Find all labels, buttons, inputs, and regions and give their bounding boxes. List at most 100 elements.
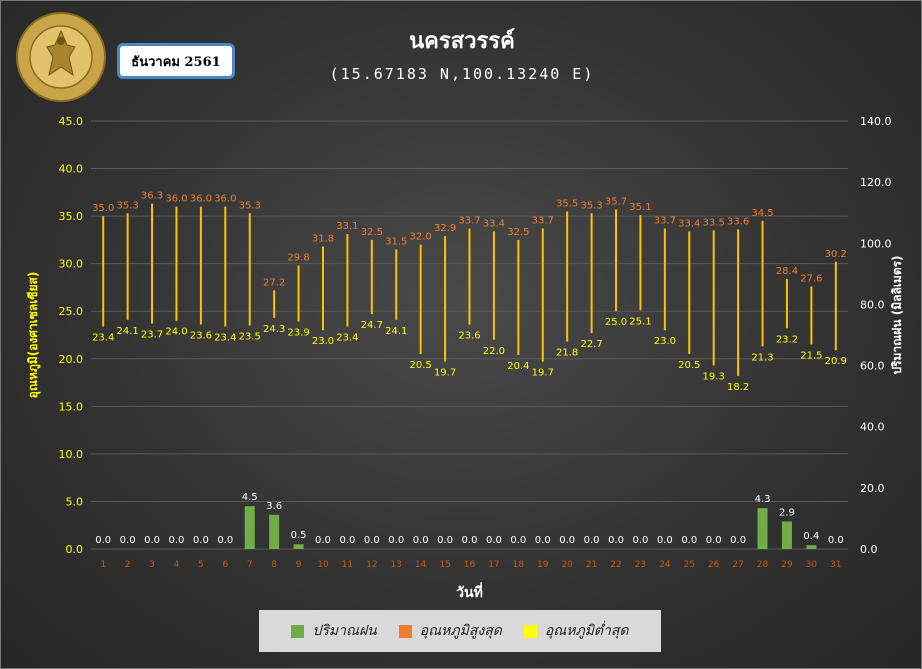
max-temp-data-label: 35.0 — [92, 203, 114, 214]
min-temp-data-label: 18.2 — [727, 382, 749, 393]
x-tick-label: 18 — [513, 560, 525, 570]
min-temp-data-label: 20.4 — [507, 361, 529, 372]
legend-swatch-min — [523, 624, 537, 638]
min-temp-data-label: 21.8 — [556, 348, 578, 359]
y-right-tick-label: 40.0 — [860, 421, 885, 434]
min-temp-data-label: 23.6 — [458, 331, 480, 342]
min-temp-data-label: 24.1 — [116, 326, 138, 337]
rain-data-label: 0.0 — [486, 535, 502, 546]
rain-data-label: 0.0 — [144, 535, 160, 546]
x-tick-label: 29 — [781, 560, 793, 570]
max-temp-data-label: 31.5 — [385, 236, 407, 247]
rain-data-label: 4.3 — [755, 494, 771, 505]
rain-data-label: 0.4 — [803, 531, 819, 542]
min-temp-data-label: 23.2 — [776, 334, 798, 345]
max-temp-data-label: 35.5 — [556, 198, 578, 209]
y-left-tick-label: 0.0 — [66, 543, 84, 556]
min-temp-data-label: 23.7 — [141, 330, 163, 341]
y-right-tick-label: 140.0 — [860, 115, 892, 128]
rain-data-label: 0.0 — [657, 535, 673, 546]
y-left-tick-label: 5.0 — [66, 495, 84, 508]
min-temp-data-label: 23.6 — [190, 331, 212, 342]
min-temp-data-label: 24.1 — [385, 326, 407, 337]
max-temp-data-label: 33.1 — [336, 221, 358, 232]
rain-data-label: 4.5 — [242, 492, 258, 503]
y-left-tick-label: 30.0 — [59, 258, 84, 271]
x-tick-label: 28 — [757, 560, 769, 570]
legend-swatch-rain — [291, 624, 305, 638]
rain-data-label: 0.0 — [364, 535, 380, 546]
x-tick-label: 9 — [296, 560, 302, 570]
x-tick-label: 21 — [586, 560, 597, 570]
max-temp-data-label: 32.5 — [361, 227, 383, 238]
max-temp-data-label: 35.1 — [629, 202, 651, 213]
min-temp-data-label: 23.0 — [312, 336, 334, 347]
x-tick-label: 10 — [317, 560, 329, 570]
max-temp-data-label: 34.5 — [751, 208, 773, 219]
min-temp-data-label: 22.7 — [580, 339, 602, 350]
max-temp-data-label: 33.6 — [727, 216, 749, 227]
min-temp-data-label: 21.5 — [800, 351, 822, 362]
x-tick-label: 3 — [149, 560, 155, 570]
min-temp-data-label: 25.0 — [605, 317, 627, 328]
max-temp-data-label: 36.0 — [190, 194, 212, 205]
x-tick-label: 20 — [561, 560, 573, 570]
min-temp-data-label: 24.3 — [263, 324, 285, 335]
y-left-tick-label: 35.0 — [59, 210, 84, 223]
rain-bar — [293, 544, 304, 549]
max-temp-data-label: 30.2 — [825, 249, 847, 260]
y-left-axis-title: อุณหภูมิ(องศาเซลเซียส) — [26, 272, 41, 399]
max-temp-data-label: 32.5 — [507, 227, 529, 238]
rain-data-label: 0.0 — [681, 535, 697, 546]
x-tick-label: 2 — [125, 560, 131, 570]
rain-data-label: 0.0 — [193, 535, 209, 546]
chart-plot: 0.05.010.015.020.025.030.035.040.045.00.… — [26, 115, 904, 601]
rain-data-label: 0.0 — [462, 535, 478, 546]
min-temp-data-label: 25.1 — [629, 316, 651, 327]
x-tick-label: 6 — [222, 560, 228, 570]
rain-data-label: 0.0 — [584, 535, 600, 546]
x-tick-label: 19 — [537, 560, 549, 570]
rain-bar — [244, 506, 255, 549]
x-tick-label: 14 — [415, 560, 427, 570]
rain-data-label: 0.0 — [120, 535, 136, 546]
min-temp-data-label: 24.7 — [361, 320, 383, 331]
max-temp-data-label: 32.9 — [434, 223, 456, 234]
y-right-tick-label: 100.0 — [860, 237, 892, 250]
min-temp-data-label: 20.5 — [678, 360, 700, 371]
legend: ปริมาณฝน อุณหภูมิสูงสุด อุณหภูมิต่ำสุด — [259, 610, 661, 652]
rain-data-label: 0.5 — [291, 530, 307, 541]
rain-data-label: 0.0 — [510, 535, 526, 546]
max-temp-data-label: 35.3 — [580, 200, 602, 211]
x-tick-label: 13 — [391, 560, 402, 570]
y-left-tick-label: 10.0 — [59, 448, 84, 461]
rain-data-label: 0.0 — [828, 535, 844, 546]
max-temp-data-label: 27.2 — [263, 277, 285, 288]
rain-data-label: 0.0 — [730, 535, 746, 546]
rain-data-label: 0.0 — [706, 535, 722, 546]
x-tick-label: 12 — [366, 560, 377, 570]
min-temp-data-label: 24.0 — [165, 327, 187, 338]
max-temp-data-label: 33.4 — [678, 218, 700, 229]
min-temp-data-label: 20.9 — [825, 356, 847, 367]
y-left-tick-label: 45.0 — [59, 115, 84, 128]
max-temp-data-label: 35.7 — [605, 196, 627, 207]
x-tick-label: 27 — [732, 560, 743, 570]
x-tick-label: 30 — [806, 560, 818, 570]
rain-data-label: 0.0 — [559, 535, 575, 546]
x-tick-label: 1 — [100, 560, 106, 570]
legend-label-min: อุณหภูมิต่ำสุด — [544, 623, 629, 639]
rain-bar — [781, 521, 792, 549]
max-temp-data-label: 35.3 — [239, 200, 261, 211]
max-temp-data-label: 31.8 — [312, 234, 334, 245]
rain-bar — [806, 545, 817, 549]
max-temp-data-label: 33.7 — [654, 215, 676, 226]
y-left-tick-label: 40.0 — [59, 163, 84, 176]
month-label: ธันวาคม 2561 — [117, 43, 235, 79]
x-tick-label: 22 — [610, 560, 621, 570]
min-temp-data-label: 19.7 — [434, 368, 456, 379]
min-temp-data-label: 21.3 — [751, 352, 773, 363]
max-temp-data-label: 35.3 — [116, 200, 138, 211]
y-left-tick-label: 15.0 — [59, 400, 84, 413]
